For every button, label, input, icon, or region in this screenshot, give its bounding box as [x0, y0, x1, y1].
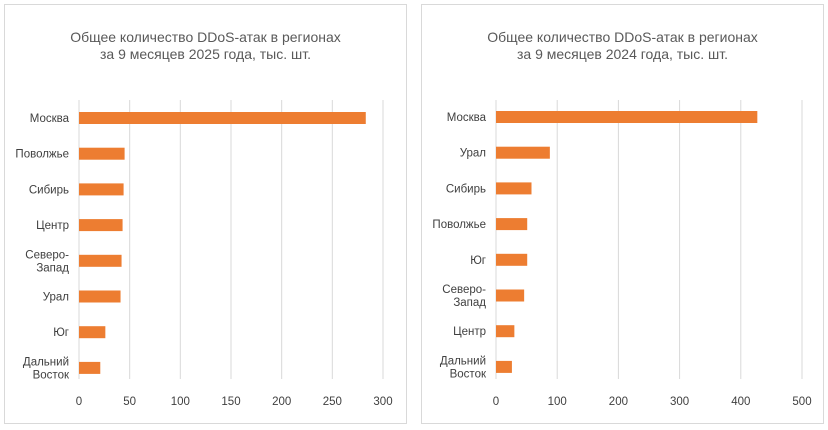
- bar: [496, 253, 528, 266]
- category-label: Центр: [36, 220, 69, 232]
- x-tick-label: 100: [171, 396, 190, 408]
- bar: [79, 326, 106, 339]
- category-label: Сибирь: [446, 183, 486, 195]
- category-label: Поволжье: [15, 149, 69, 161]
- chart-title: Общее количество DDoS-атак в регионах за…: [422, 29, 823, 63]
- category-label: Москва: [30, 113, 70, 125]
- category-label: Восток: [33, 369, 70, 381]
- bar: [496, 218, 528, 231]
- category-label: Поволжье: [432, 219, 486, 231]
- category-label: Сибирь: [29, 184, 69, 196]
- category-label: Юг: [470, 255, 486, 267]
- category-label: Восток: [450, 368, 487, 380]
- bar: [79, 183, 124, 196]
- bar: [496, 360, 512, 373]
- x-tick-label: 0: [76, 396, 82, 408]
- bar-chart-2024: 0 100 200 300 400 500 Москва Урал Сибирь Поволжье…: [432, 100, 812, 408]
- bar: [496, 182, 532, 195]
- category-label: Урал: [43, 292, 69, 304]
- x-tick-label: 250: [323, 396, 342, 408]
- chart-title-line-1: Общее количество DDoS-атак в регионах: [70, 29, 341, 45]
- category-label: Урал: [460, 148, 486, 160]
- x-tick-label: 100: [548, 396, 567, 408]
- chart-panel-2024: Общее количество DDoS-атак в регионах за…: [421, 4, 824, 424]
- bar: [496, 111, 758, 123]
- x-tick-label: 0: [493, 396, 499, 408]
- bar: [79, 219, 123, 232]
- bar: [496, 146, 550, 159]
- x-tick-label: 300: [373, 396, 392, 408]
- bar: [79, 147, 125, 160]
- bar: [79, 254, 122, 267]
- category-label: Дальний: [23, 356, 69, 368]
- chart-panel-2025: Общее количество DDoS-атак в регионах за…: [4, 4, 407, 424]
- bar: [496, 289, 525, 302]
- x-tick-label: 200: [272, 396, 291, 408]
- chart-title: Общее количество DDoS-атак в регионах за…: [5, 29, 406, 63]
- bar: [496, 325, 515, 338]
- category-label: Юг: [53, 327, 69, 339]
- category-label: Северо-: [25, 249, 69, 261]
- bar: [79, 290, 121, 303]
- category-label: Москва: [447, 112, 487, 124]
- bar: [79, 112, 366, 124]
- bar-chart-2025: 0 50 100 150 200 250 300 Москва Поволжье Сибирь Це…: [15, 100, 393, 408]
- chart-title-line-2: за 9 месяцев 2025 года, тыс. шт.: [99, 46, 312, 62]
- category-label: Запад: [453, 297, 486, 309]
- x-tick-label: 400: [731, 396, 750, 408]
- chart-title-line-2: за 9 месяцев 2024 года, тыс. шт.: [516, 46, 729, 62]
- bar: [79, 361, 101, 374]
- x-tick-label: 50: [123, 396, 136, 408]
- x-tick-label: 300: [670, 396, 689, 408]
- category-label: Центр: [453, 326, 486, 338]
- x-tick-label: 500: [792, 396, 811, 408]
- x-tick-label: 150: [221, 396, 240, 408]
- chart-title-line-1: Общее количество DDoS-атак в регионах: [487, 29, 758, 45]
- x-tick-label: 200: [609, 396, 628, 408]
- category-label: Северо-: [442, 284, 486, 296]
- category-label: Запад: [36, 262, 69, 274]
- category-label: Дальний: [440, 355, 486, 367]
